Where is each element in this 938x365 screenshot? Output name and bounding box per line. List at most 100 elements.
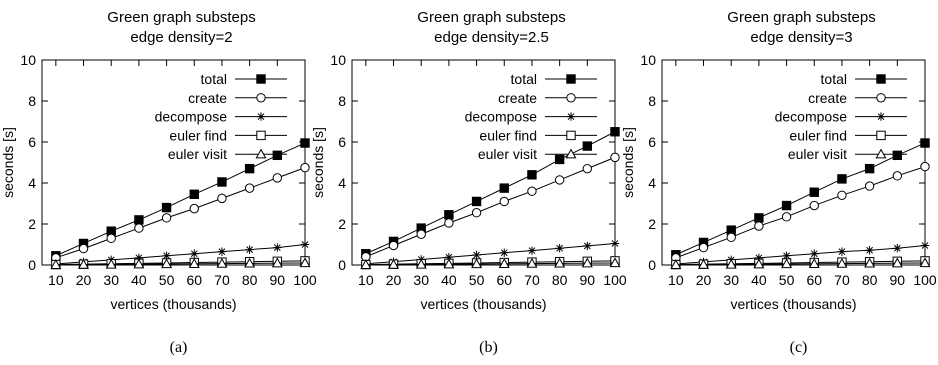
series-euler-visit <box>50 257 311 269</box>
plot-frame <box>41 59 306 266</box>
data-point <box>161 202 172 213</box>
data-point <box>698 242 709 253</box>
data-point <box>920 161 930 172</box>
data-point <box>609 257 621 268</box>
data-point <box>554 257 566 268</box>
x-tick-label: 10 <box>358 272 374 288</box>
data-point <box>134 215 144 225</box>
data-point <box>106 233 116 244</box>
legend-marker <box>875 148 887 159</box>
data-point <box>554 175 565 185</box>
y-tick-label: 4 <box>28 175 36 191</box>
data-point <box>444 253 454 262</box>
data-point <box>781 200 792 211</box>
y-axis-label: seconds [s] <box>620 127 636 198</box>
legend-label: euler find <box>169 127 227 143</box>
legend-label: euler find <box>479 127 537 143</box>
legend-label: total <box>821 71 847 87</box>
data-point <box>725 258 737 269</box>
data-point <box>162 251 171 260</box>
data-point <box>670 259 682 269</box>
series-line <box>55 262 306 266</box>
chart-subtitle: edge density=2 <box>130 29 232 46</box>
data-point <box>865 246 874 255</box>
data-point <box>471 196 482 207</box>
data-point <box>444 210 454 220</box>
legend-marker <box>566 93 576 103</box>
figure-caption: (b) <box>479 339 498 356</box>
data-point <box>416 229 426 239</box>
data-point <box>133 258 145 269</box>
data-point <box>360 259 372 269</box>
x-tick-label: 80 <box>862 272 878 288</box>
y-tick-label: 6 <box>648 134 656 150</box>
y-tick-label: 4 <box>338 175 346 191</box>
legend-label: create <box>808 90 847 106</box>
data-point <box>471 208 482 218</box>
series-line <box>675 260 926 266</box>
data-point <box>299 257 311 268</box>
x-axis-label: vertices (thousands) <box>420 296 546 312</box>
data-point <box>527 170 537 180</box>
data-point <box>300 162 310 173</box>
x-tick-label: 70 <box>214 272 230 288</box>
x-tick-label: 20 <box>76 272 92 288</box>
series-line <box>55 260 306 266</box>
data-point <box>837 247 847 256</box>
plot-frame <box>661 59 926 266</box>
legend-label: euler visit <box>168 146 227 162</box>
x-tick-label: 40 <box>751 272 767 288</box>
legend-label: create <box>188 90 227 106</box>
legend-label: euler visit <box>788 146 847 162</box>
data-point <box>217 247 227 256</box>
data-point <box>583 241 592 251</box>
legend-label: euler visit <box>478 146 537 162</box>
y-tick-label: 6 <box>28 134 36 150</box>
y-tick-label: 2 <box>28 216 36 232</box>
data-point <box>555 243 564 253</box>
data-point <box>50 259 62 269</box>
x-tick-label: 30 <box>103 272 119 288</box>
x-tick-label: 20 <box>696 272 712 288</box>
data-point <box>271 257 283 268</box>
chart-panel: Green graph substeps edge density=2.5 0 2 4 6… <box>310 9 627 356</box>
legend-marker <box>876 74 886 84</box>
x-tick-label: 30 <box>723 272 739 288</box>
data-point <box>527 186 537 196</box>
series-line <box>365 131 616 255</box>
series-create <box>361 152 620 262</box>
y-tick-label: 0 <box>28 257 36 273</box>
series-euler-visit <box>670 257 931 269</box>
x-tick-label: 60 <box>806 272 822 288</box>
series-line <box>55 142 306 257</box>
chart-subtitle: edge density=3 <box>750 29 852 46</box>
legend-label: decompose <box>465 109 538 125</box>
legend-label: total <box>511 71 537 87</box>
series-euler-visit <box>360 257 621 269</box>
data-point <box>273 243 282 252</box>
data-point <box>892 171 903 181</box>
y-axis-label: seconds [s] <box>0 127 16 198</box>
series-line <box>365 242 616 265</box>
y-tick-label: 0 <box>338 257 346 273</box>
x-tick-label: 50 <box>469 272 485 288</box>
data-point <box>415 258 427 269</box>
series-line <box>675 142 926 256</box>
data-point <box>754 213 764 223</box>
data-point <box>892 150 903 161</box>
x-tick-label: 80 <box>552 272 568 288</box>
y-tick-label: 8 <box>28 93 36 109</box>
x-tick-label: 100 <box>913 272 937 288</box>
figure-caption: (c) <box>790 339 808 356</box>
y-tick-label: 10 <box>20 52 36 68</box>
series-line <box>675 262 926 266</box>
data-point <box>272 173 283 183</box>
legend-marker <box>876 112 886 121</box>
x-tick-label: 50 <box>159 272 175 288</box>
x-tick-label: 60 <box>186 272 202 288</box>
x-tick-label: 30 <box>413 272 429 288</box>
data-point <box>244 183 255 193</box>
data-point <box>388 240 399 251</box>
legend-label: decompose <box>775 109 848 125</box>
series-line <box>365 156 616 258</box>
